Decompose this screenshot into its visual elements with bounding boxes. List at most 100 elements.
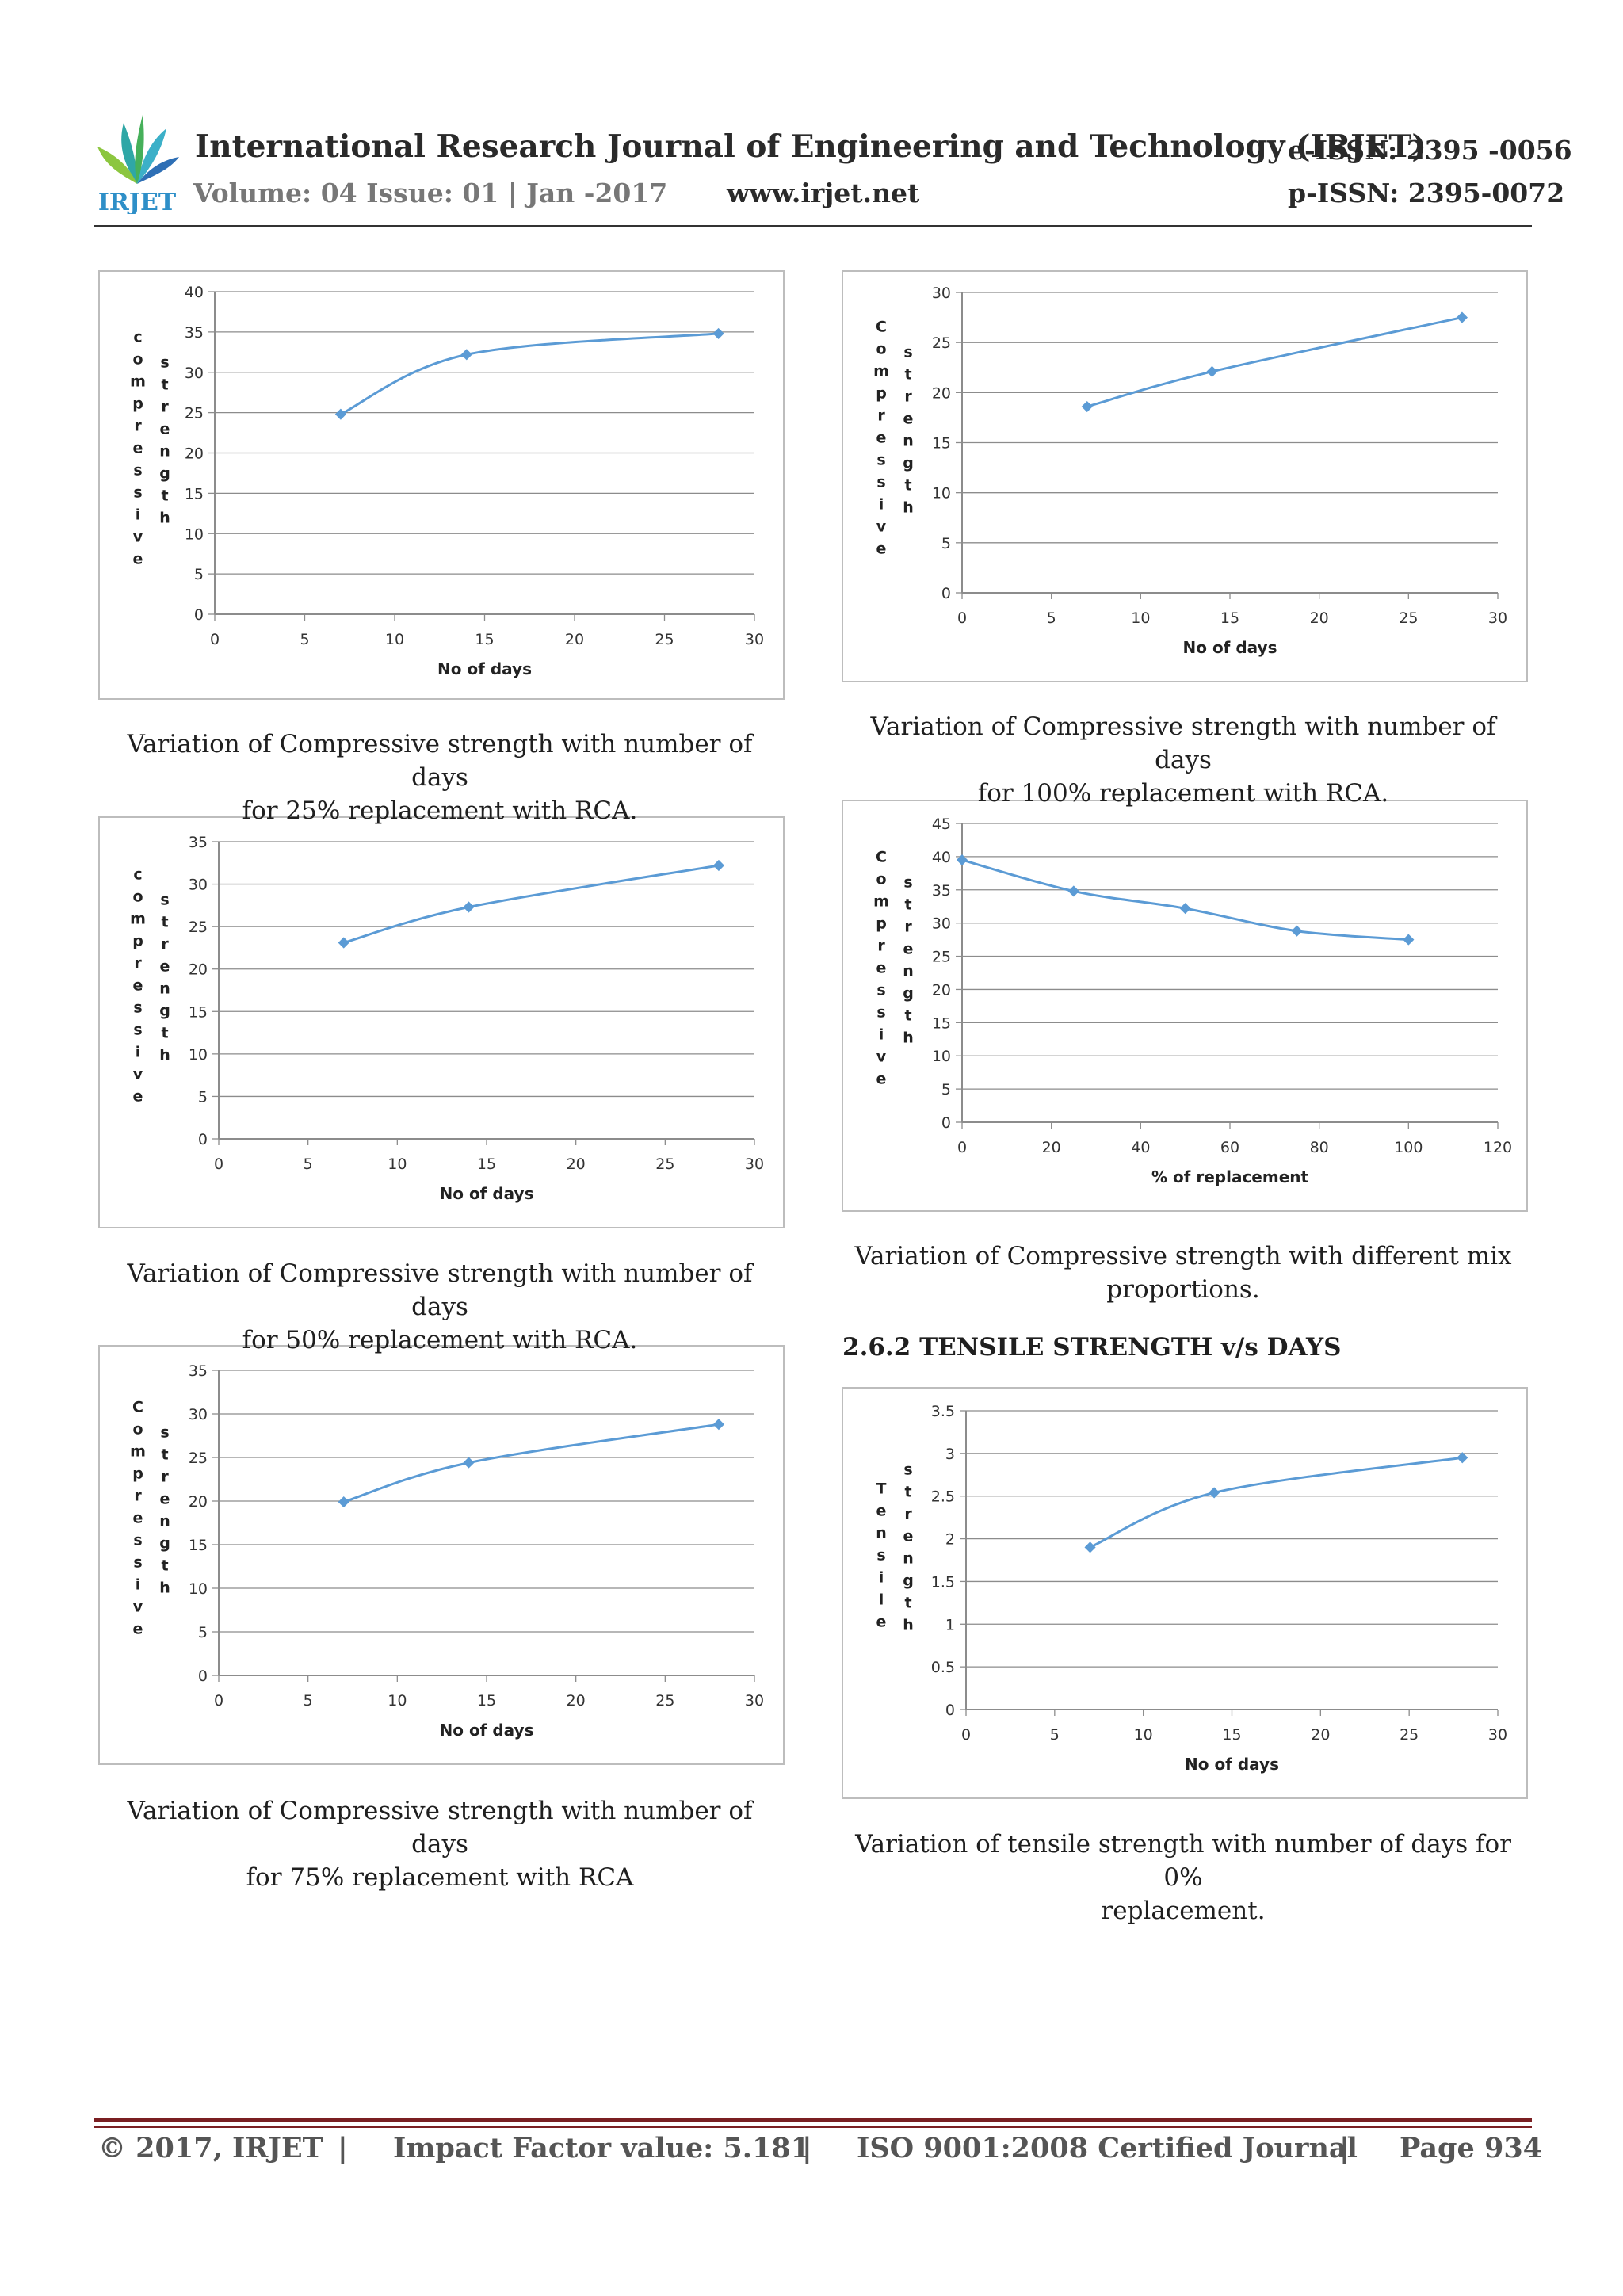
data-point [956, 854, 968, 866]
website-link[interactable]: www.irjet.net [727, 178, 920, 208]
y-tick-label: 25 [932, 334, 951, 352]
x-axis-title: No of days [437, 659, 532, 678]
x-tick-label: 5 [300, 631, 309, 648]
footer-page-number: Page 934 [1400, 2132, 1543, 2164]
caption-25-line2: for 25% replacement with RCA. [242, 797, 638, 825]
y-tick-label: 30 [189, 877, 208, 894]
x-tick-label: 5 [1050, 1726, 1060, 1744]
caption-75-line1: Variation of Compressive strength with n… [127, 1797, 753, 1859]
y-tick-label: 10 [185, 525, 204, 543]
y-tick-label: 0 [941, 1114, 951, 1132]
data-point [1179, 903, 1191, 915]
x-axis-title: No of days [440, 1721, 534, 1740]
footer-separator: | [338, 2132, 348, 2164]
x-tick-label: 15 [1222, 1726, 1241, 1744]
y-tick-label: 40 [932, 849, 951, 866]
data-point [1067, 885, 1079, 897]
y-tick-label: 0 [198, 1668, 208, 1685]
data-point [338, 1496, 349, 1508]
logo-text: IRJET [98, 189, 177, 214]
caption-mix-line2: proportions. [1106, 1275, 1260, 1304]
y-tick-label: 15 [189, 1537, 208, 1554]
x-tick-label: 20 [565, 631, 584, 648]
y-tick-label: 20 [932, 384, 951, 402]
y-tick-label: 0.5 [931, 1659, 955, 1676]
chart-mix-proportions: 0 5 10 15 20 25 30 35 40 45 0 20 40 60 80 100 120 % of re… [842, 800, 1528, 1212]
footer-separator: | [802, 2132, 812, 2164]
y-tick-label: 5 [198, 1088, 208, 1106]
y-tick-label: 30 [185, 365, 204, 382]
caption-75: Variation of Compressive strength with n… [98, 1794, 781, 1894]
y-tick-label: 15 [932, 1014, 951, 1032]
caption-tensile: Variation of tensile strength with numbe… [842, 1828, 1525, 1927]
series-line [1089, 1456, 1463, 1549]
y-tick-label: 35 [185, 324, 204, 342]
x-tick-label: 10 [388, 1692, 407, 1710]
x-axis-title: % of replacement [1151, 1167, 1309, 1186]
y-tick-label: 20 [189, 961, 208, 979]
x-tick-label: 40 [1131, 1139, 1150, 1156]
y-tick-label: 10 [189, 1046, 208, 1064]
x-tick-label: 30 [745, 1156, 764, 1173]
p-issn: p-ISSN: 2395-0072 [1288, 178, 1565, 208]
x-tick-label: 10 [388, 1156, 407, 1173]
y-tick-label: 1 [945, 1616, 955, 1633]
data-point [1084, 1541, 1096, 1553]
y-tick-label: 5 [941, 535, 951, 552]
x-tick-label: 30 [745, 631, 764, 648]
x-axis-title: No of days [1183, 638, 1277, 657]
y-tick-label: 3 [945, 1446, 955, 1463]
x-tick-label: 30 [1488, 1726, 1507, 1744]
footer-separator: | [1339, 2132, 1350, 2164]
caption-mix-line1: Variation of Compressive strength with d… [854, 1242, 1512, 1270]
caption-100: Variation of Compressive strength with n… [842, 710, 1525, 810]
data-point [712, 1419, 725, 1431]
y-tick-label: 0 [194, 606, 204, 624]
y-tick-label: 15 [189, 1003, 208, 1021]
y-tick-label: 10 [932, 1048, 951, 1065]
caption-100-line1: Variation of Compressive strength with n… [870, 712, 1496, 774]
y-tick-label: 2 [945, 1531, 955, 1549]
y-tick-label: 25 [932, 949, 951, 966]
y-tick-label: 3.5 [931, 1403, 955, 1420]
y-tick-label: 20 [189, 1493, 208, 1511]
x-tick-label: 5 [304, 1692, 313, 1710]
footer-impact-factor: Impact Factor value: 5.181 [393, 2132, 811, 2164]
y-tick-label: 20 [185, 445, 204, 463]
chart-50-replacement: 0 5 10 15 20 25 30 35 0 5 10 15 20 25 30 No of days c o m p… [98, 816, 785, 1228]
y-tick-label: 25 [189, 919, 208, 936]
data-point [460, 349, 472, 361]
volume-issue: Volume: 04 Issue: 01 | Jan -2017 [193, 178, 668, 208]
x-tick-label: 20 [1310, 609, 1329, 627]
y-tick-label: 0 [945, 1702, 955, 1719]
caption-tensile-line1: Variation of tensile strength with numbe… [855, 1830, 1511, 1892]
footer-iso: ISO 9001:2008 Certified Journal [857, 2132, 1358, 2164]
data-point [338, 937, 349, 949]
x-tick-label: 15 [477, 1692, 496, 1710]
y-tick-label: 2.5 [931, 1488, 955, 1506]
y-tick-label: 30 [932, 915, 951, 933]
footer-copyright: © 2017, IRJET [98, 2132, 323, 2164]
x-tick-label: 15 [475, 631, 494, 648]
y-tick-label: 1.5 [931, 1573, 955, 1591]
y-tick-label: 10 [189, 1580, 208, 1598]
x-tick-label: 5 [1047, 609, 1056, 627]
x-tick-label: 10 [1134, 1726, 1153, 1744]
caption-tensile-line2: replacement. [1101, 1897, 1266, 1925]
x-axis-title: No of days [440, 1184, 534, 1203]
x-tick-label: 30 [745, 1692, 764, 1710]
y-tick-label: 45 [932, 816, 951, 833]
irjet-logo: IRJET [97, 115, 179, 214]
